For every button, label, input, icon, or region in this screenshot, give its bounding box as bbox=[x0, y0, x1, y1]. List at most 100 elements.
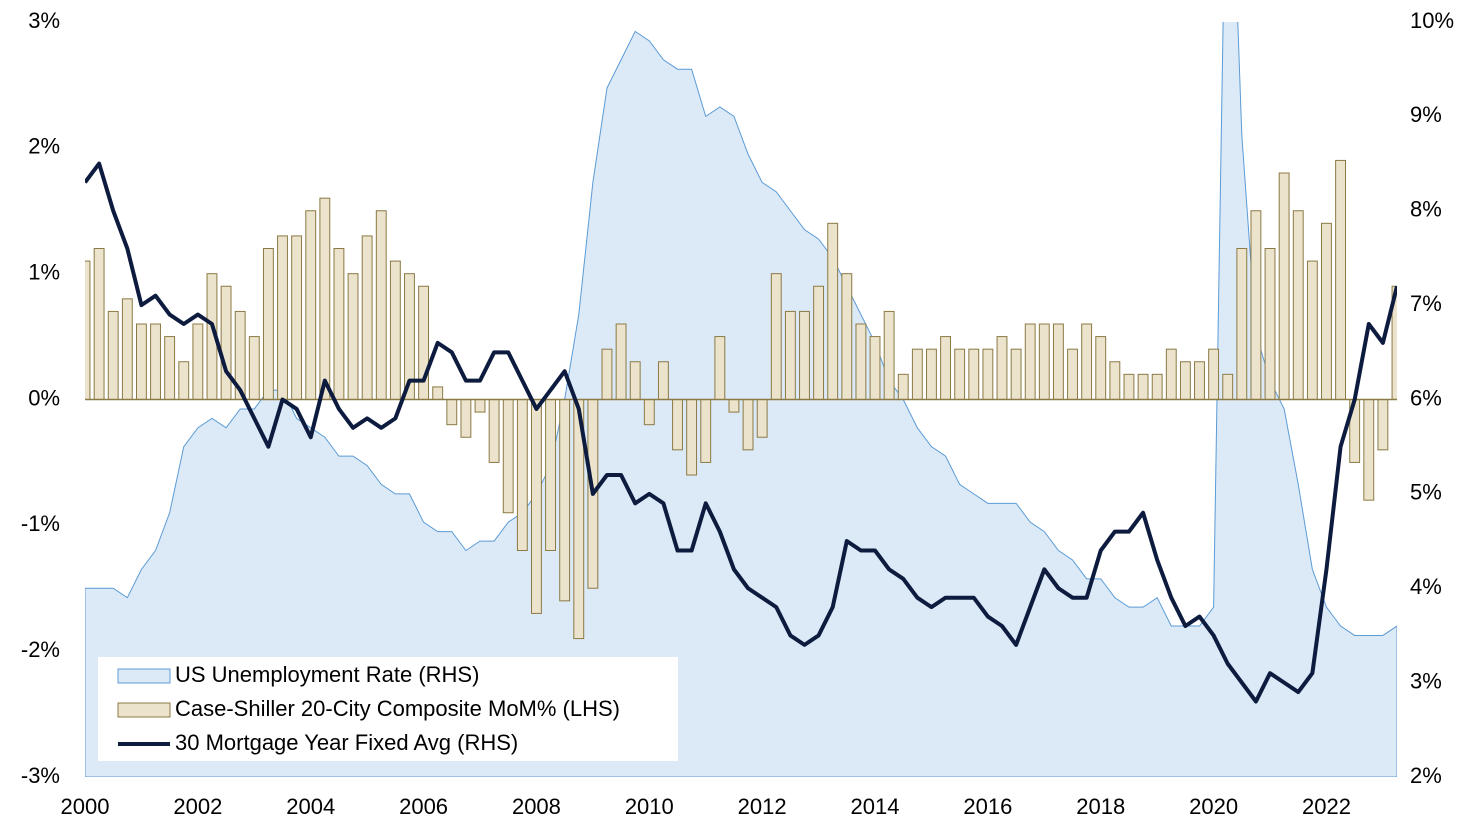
bar bbox=[615, 323, 627, 400]
bar bbox=[799, 310, 810, 400]
bar bbox=[150, 323, 161, 400]
legend-label: US Unemployment Rate (RHS) bbox=[175, 662, 479, 687]
bar bbox=[333, 248, 345, 400]
bar bbox=[1321, 222, 1332, 400]
bar bbox=[1165, 348, 1177, 400]
x-tick-label: 2014 bbox=[851, 794, 900, 819]
bar bbox=[502, 399, 514, 514]
y2-tick-label: 3% bbox=[1410, 668, 1442, 693]
bar bbox=[1095, 336, 1107, 401]
bar bbox=[1038, 323, 1050, 400]
bar bbox=[968, 348, 980, 400]
bar bbox=[121, 298, 133, 401]
x-tick-label: 2002 bbox=[173, 794, 222, 819]
bar bbox=[135, 323, 147, 400]
bar bbox=[178, 361, 190, 400]
line bbox=[85, 161, 1397, 704]
bar bbox=[926, 348, 937, 400]
bar bbox=[982, 348, 994, 400]
bar bbox=[1123, 373, 1135, 401]
bar bbox=[1137, 373, 1149, 401]
bar bbox=[657, 361, 669, 400]
bar bbox=[911, 348, 923, 400]
bar bbox=[869, 336, 881, 401]
bar bbox=[93, 248, 105, 400]
legend-label: 30 Mortgage Year Fixed Avg (RHS) bbox=[175, 730, 518, 755]
bar bbox=[714, 336, 726, 401]
bar bbox=[1222, 373, 1234, 401]
bar bbox=[1264, 248, 1276, 400]
bar bbox=[629, 361, 641, 400]
y-tick-label: -2% bbox=[21, 637, 60, 662]
bar bbox=[897, 373, 909, 401]
bar bbox=[248, 336, 260, 401]
bar bbox=[1179, 361, 1191, 400]
y2-tick-label: 8% bbox=[1410, 197, 1442, 222]
bar bbox=[756, 399, 768, 438]
bar bbox=[474, 399, 486, 413]
bar bbox=[1052, 323, 1064, 400]
bar bbox=[361, 235, 373, 400]
y2-tick-label: 10% bbox=[1410, 8, 1454, 33]
bar bbox=[954, 348, 966, 400]
bar bbox=[432, 386, 444, 400]
bar bbox=[1250, 210, 1262, 400]
y2-tick-label: 4% bbox=[1410, 574, 1442, 599]
bar bbox=[107, 310, 119, 400]
legend-label: Case-Shiller 20-City Composite MoM% (LHS… bbox=[175, 696, 620, 721]
bar bbox=[291, 235, 303, 400]
bar bbox=[1194, 361, 1205, 400]
legend: US Unemployment Rate (RHS) Case-Shiller 2… bbox=[98, 657, 678, 761]
bar bbox=[488, 399, 500, 463]
bar bbox=[601, 348, 613, 400]
y2-tick-label: 5% bbox=[1410, 480, 1442, 505]
bar bbox=[389, 260, 401, 401]
y-tick-label: 3% bbox=[28, 8, 60, 33]
y-tick-label: -3% bbox=[21, 763, 60, 788]
bar bbox=[813, 285, 825, 400]
bar bbox=[277, 235, 288, 400]
x-tick-label: 2016 bbox=[963, 794, 1012, 819]
bar bbox=[460, 399, 472, 438]
y-tick-label: 2% bbox=[28, 134, 60, 159]
x-tick-label: 2006 bbox=[399, 794, 448, 819]
y-tick-label: 1% bbox=[28, 259, 60, 284]
bar bbox=[545, 399, 556, 551]
bar bbox=[1010, 348, 1022, 400]
y2-tick-label: 7% bbox=[1410, 291, 1442, 316]
y2-tick-label: 6% bbox=[1410, 385, 1442, 410]
x-tick-label: 2008 bbox=[512, 794, 561, 819]
bar bbox=[1363, 399, 1375, 501]
bar bbox=[85, 260, 91, 401]
bar bbox=[1335, 159, 1347, 400]
bar bbox=[319, 197, 331, 400]
bar bbox=[446, 399, 458, 426]
bar bbox=[883, 310, 895, 400]
bar bbox=[1151, 373, 1163, 401]
bar bbox=[305, 210, 317, 400]
x-tick-label: 2000 bbox=[61, 794, 110, 819]
bar bbox=[1109, 361, 1121, 400]
x-tick-label: 2022 bbox=[1302, 794, 1351, 819]
bar bbox=[728, 399, 740, 413]
bar bbox=[643, 399, 655, 426]
bar bbox=[855, 323, 867, 400]
x-tick-label: 2012 bbox=[738, 794, 787, 819]
bar bbox=[220, 285, 232, 400]
bar bbox=[1292, 210, 1304, 400]
bar bbox=[1208, 348, 1220, 400]
legend-swatch bbox=[117, 668, 171, 684]
bar bbox=[1377, 399, 1389, 451]
bar bbox=[262, 248, 274, 400]
bar bbox=[700, 399, 712, 463]
bar bbox=[827, 222, 839, 400]
bar bbox=[1278, 172, 1290, 400]
bar bbox=[1024, 323, 1036, 400]
x-tick-label: 2010 bbox=[625, 794, 674, 819]
legend-swatch bbox=[117, 702, 171, 718]
bar bbox=[1236, 248, 1248, 400]
y2-tick-label: 9% bbox=[1410, 102, 1442, 127]
y-tick-label: -1% bbox=[21, 511, 60, 536]
bar bbox=[940, 336, 951, 401]
